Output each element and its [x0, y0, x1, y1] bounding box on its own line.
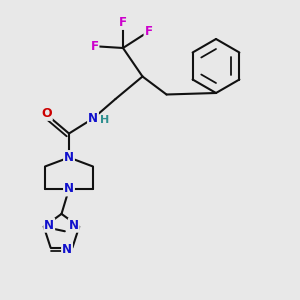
Text: F: F	[145, 25, 152, 38]
Text: N: N	[64, 182, 74, 196]
Text: H: H	[100, 115, 109, 125]
Text: N: N	[69, 219, 79, 232]
Text: N: N	[62, 242, 72, 256]
Text: N: N	[44, 219, 54, 232]
Text: N: N	[64, 151, 74, 164]
Text: F: F	[91, 40, 98, 53]
Text: O: O	[41, 107, 52, 120]
Text: N: N	[88, 112, 98, 125]
Text: F: F	[119, 16, 127, 29]
